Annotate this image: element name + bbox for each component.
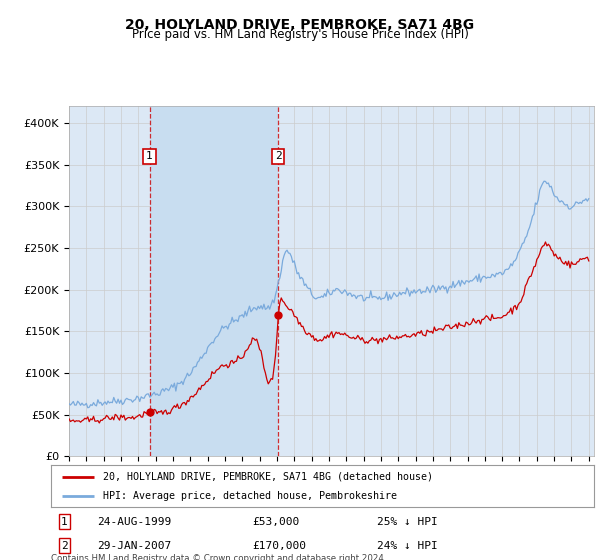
Text: Price paid vs. HM Land Registry's House Price Index (HPI): Price paid vs. HM Land Registry's House …	[131, 28, 469, 41]
Text: 24-AUG-1999: 24-AUG-1999	[97, 517, 172, 527]
Text: 2: 2	[61, 540, 68, 550]
Text: 25% ↓ HPI: 25% ↓ HPI	[377, 517, 437, 527]
Text: £170,000: £170,000	[252, 540, 306, 550]
Text: HPI: Average price, detached house, Pembrokeshire: HPI: Average price, detached house, Pemb…	[103, 491, 397, 501]
Text: 1: 1	[146, 151, 153, 161]
Text: 29-JAN-2007: 29-JAN-2007	[97, 540, 172, 550]
Text: 2: 2	[275, 151, 281, 161]
Text: 1: 1	[61, 517, 68, 527]
Text: 24% ↓ HPI: 24% ↓ HPI	[377, 540, 437, 550]
Text: 20, HOLYLAND DRIVE, PEMBROKE, SA71 4BG: 20, HOLYLAND DRIVE, PEMBROKE, SA71 4BG	[125, 18, 475, 32]
Text: 20, HOLYLAND DRIVE, PEMBROKE, SA71 4BG (detached house): 20, HOLYLAND DRIVE, PEMBROKE, SA71 4BG (…	[103, 472, 433, 482]
Text: £53,000: £53,000	[252, 517, 299, 527]
Bar	[149, 106, 278, 456]
Text: Contains HM Land Registry data © Crown copyright and database right 2024.: Contains HM Land Registry data © Crown c…	[51, 554, 386, 560]
